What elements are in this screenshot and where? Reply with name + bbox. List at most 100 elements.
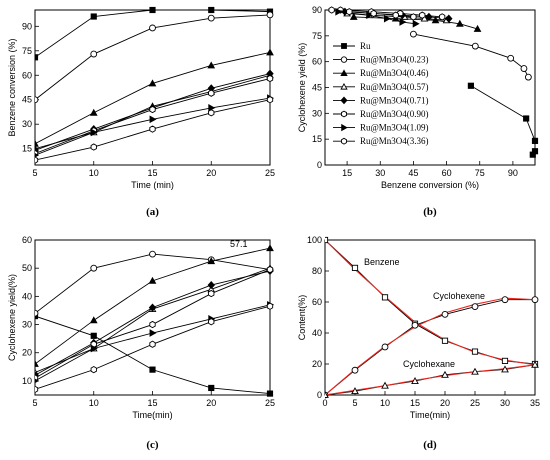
legend-label: Ru@Mn3O4(0.46) bbox=[360, 68, 429, 78]
data-point bbox=[148, 79, 157, 87]
x-tick-label: 90 bbox=[508, 168, 518, 178]
fit-line bbox=[325, 297, 536, 396]
y-tick-label: 100 bbox=[307, 235, 322, 245]
data-point bbox=[381, 294, 389, 301]
data-point bbox=[207, 14, 215, 22]
y-axis-label: Benzene conversion (%) bbox=[7, 38, 17, 136]
data-point bbox=[441, 337, 449, 344]
y-tick-label: 30 bbox=[22, 119, 32, 129]
x-tick-label: 75 bbox=[475, 168, 485, 178]
series-6 bbox=[35, 94, 274, 158]
chart-panel-2: 5 10 15 20 25 10 20 30 40 50 60 Time(min) Cyclohexen… bbox=[7, 235, 275, 451]
y-tick-label: 75 bbox=[312, 31, 322, 41]
y-tick-label: 20 bbox=[312, 359, 322, 369]
data-point bbox=[411, 377, 419, 384]
data-point bbox=[370, 9, 377, 18]
data-point bbox=[341, 137, 347, 145]
y-tick-label: 45 bbox=[22, 95, 32, 105]
y-tick-label: 80 bbox=[312, 266, 322, 276]
x-tick-label: 5 bbox=[32, 168, 37, 178]
data-point bbox=[473, 24, 482, 32]
x-tick-label: 30 bbox=[375, 168, 385, 178]
legend-label: Ru@Mn3O4(0.23) bbox=[360, 55, 429, 65]
x-tick-label: 45 bbox=[408, 168, 418, 178]
data-point bbox=[501, 357, 509, 364]
series-5 bbox=[35, 74, 274, 158]
data-point bbox=[346, 8, 353, 16]
chart-panel-3: 0 5 10 15 20 25 30 35 0 20 40 60 80 100 Time(min) Conte… bbox=[297, 235, 540, 451]
series-2 bbox=[35, 48, 274, 147]
data-point bbox=[455, 19, 464, 27]
x-tick-label: 35 bbox=[530, 398, 540, 408]
data-point bbox=[340, 56, 348, 63]
data-point bbox=[341, 123, 348, 132]
x-tick-label: 15 bbox=[147, 168, 157, 178]
y-tick-label: 30 bbox=[312, 108, 322, 118]
data-point bbox=[266, 244, 274, 252]
data-point bbox=[149, 366, 156, 373]
curve-label: Cyclohexane bbox=[403, 359, 455, 369]
y-tick-label: 40 bbox=[312, 328, 322, 338]
legend-label: Ru@Mn3O4(3.36) bbox=[360, 136, 429, 146]
data-point bbox=[90, 366, 97, 374]
y-tick-label: 60 bbox=[312, 297, 322, 307]
panel-label: (d) bbox=[423, 439, 437, 451]
data-point bbox=[266, 48, 274, 56]
y-axis-label: Cyclohexene yield (%) bbox=[297, 43, 307, 133]
data-point bbox=[35, 359, 39, 367]
fit-line bbox=[325, 239, 536, 366]
data-point bbox=[340, 82, 348, 90]
data-point bbox=[381, 381, 389, 389]
legend-label: Ru@Mn3O4(0.57) bbox=[360, 82, 429, 92]
x-tick-label: 20 bbox=[206, 168, 216, 178]
y-axis-label: Content(%) bbox=[297, 295, 307, 341]
data-point bbox=[90, 13, 97, 20]
data-point bbox=[529, 151, 536, 158]
y-tick-label: 40 bbox=[22, 291, 32, 301]
data-point bbox=[89, 108, 98, 116]
data-point bbox=[35, 385, 39, 393]
data-point bbox=[412, 19, 420, 28]
legend: Ru Ru@Mn3O4(0.23) Ru@Mn3O4(0.46) Ru@Mn3O4(0… bbox=[333, 41, 429, 146]
data-point bbox=[266, 302, 274, 310]
series-line bbox=[325, 299, 535, 396]
series-7 bbox=[328, 6, 417, 21]
data-point bbox=[501, 296, 509, 304]
data-point bbox=[351, 366, 359, 374]
x-tick-label: 5 bbox=[352, 398, 357, 408]
data-point bbox=[341, 110, 347, 118]
data-point bbox=[208, 384, 215, 392]
x-tick-label: 10 bbox=[89, 398, 99, 408]
curve-label: Benzene bbox=[364, 257, 400, 267]
data-point bbox=[531, 137, 539, 144]
legend-label: Ru@Mn3O4(1.09) bbox=[360, 123, 429, 133]
plot-area bbox=[325, 236, 539, 399]
data-point bbox=[441, 370, 449, 378]
data-point bbox=[439, 13, 446, 21]
data-point bbox=[507, 54, 515, 62]
data-point bbox=[208, 289, 215, 298]
y-tick-label: 20 bbox=[22, 348, 32, 358]
data-point bbox=[149, 24, 156, 32]
data-point bbox=[149, 340, 156, 348]
data-point bbox=[35, 378, 40, 384]
data-point bbox=[366, 11, 374, 20]
data-point bbox=[208, 89, 215, 97]
x-tick-label: 10 bbox=[380, 398, 390, 408]
data-point bbox=[149, 115, 157, 124]
plot-frame bbox=[324, 9, 536, 166]
x-tick-label: 20 bbox=[206, 398, 216, 408]
data-point bbox=[471, 42, 479, 50]
data-point bbox=[328, 6, 335, 14]
data-point bbox=[149, 250, 156, 258]
series-5 bbox=[35, 265, 274, 382]
x-axis-label: Time (min) bbox=[131, 180, 174, 190]
plot-area bbox=[35, 244, 274, 397]
x-tick-label: 60 bbox=[442, 168, 452, 178]
series-2 bbox=[325, 360, 539, 398]
series-0 bbox=[35, 6, 274, 61]
data-point bbox=[35, 96, 39, 104]
data-point bbox=[410, 13, 417, 21]
data-point bbox=[520, 65, 528, 72]
data-point bbox=[501, 365, 509, 373]
